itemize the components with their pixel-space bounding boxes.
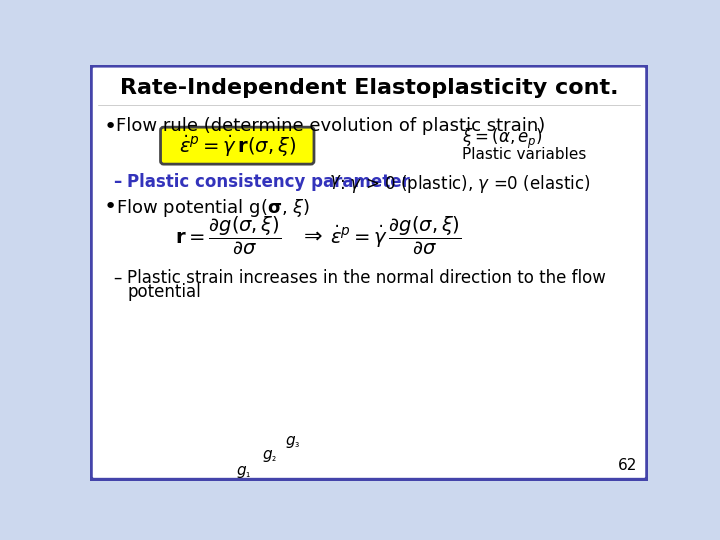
Text: Plastic variables: Plastic variables [462,147,586,161]
Text: 62: 62 [618,458,637,473]
Text: $\dot{\varepsilon}^p = \dot{\gamma}\,\dfrac{\partial g(\sigma,\xi)}{\partial \si: $\dot{\varepsilon}^p = \dot{\gamma}\,\df… [330,215,462,256]
Text: potential: potential [127,283,201,301]
Text: : $\gamma$ > 0 (plastic), $\gamma$ =0 (elastic): : $\gamma$ > 0 (plastic), $\gamma$ =0 (e… [339,173,590,194]
Text: –: – [113,269,122,287]
Text: Flow rule (determine evolution of plastic strain): Flow rule (determine evolution of plasti… [117,117,546,135]
Text: $\mathbf{r} = \dfrac{\partial g(\sigma,\xi)}{\partial \sigma}$: $\mathbf{r} = \dfrac{\partial g(\sigma,\… [175,215,282,256]
Text: •: • [104,117,117,137]
FancyBboxPatch shape [96,70,642,105]
Text: $g_{₃}$: $g_{₃}$ [285,434,301,450]
FancyBboxPatch shape [161,127,314,164]
Text: Plastic strain increases in the normal direction to the flow: Plastic strain increases in the normal d… [127,269,606,287]
Text: Rate-Independent Elastoplasticity cont.: Rate-Independent Elastoplasticity cont. [120,78,618,98]
Text: Flow potential g($\mathbf{\sigma}$, $\xi$): Flow potential g($\mathbf{\sigma}$, $\xi… [117,197,310,219]
Text: –: – [113,173,122,191]
Text: $\xi = (\alpha, e_p)$: $\xi = (\alpha, e_p)$ [462,126,543,151]
Text: $\Rightarrow$: $\Rightarrow$ [300,226,323,246]
Text: $\gamma$: $\gamma$ [329,173,341,191]
Text: $g_{₁}$: $g_{₁}$ [235,464,251,480]
Text: $g_{₂}$: $g_{₂}$ [262,448,277,464]
Text: Plastic consistency parameter: Plastic consistency parameter [127,173,410,191]
FancyBboxPatch shape [90,65,648,481]
Text: •: • [104,197,117,217]
Text: $\dot{\varepsilon}^p = \dot{\gamma}\,\mathbf{r}(\sigma,\xi)$: $\dot{\varepsilon}^p = \dot{\gamma}\,\ma… [179,133,296,159]
